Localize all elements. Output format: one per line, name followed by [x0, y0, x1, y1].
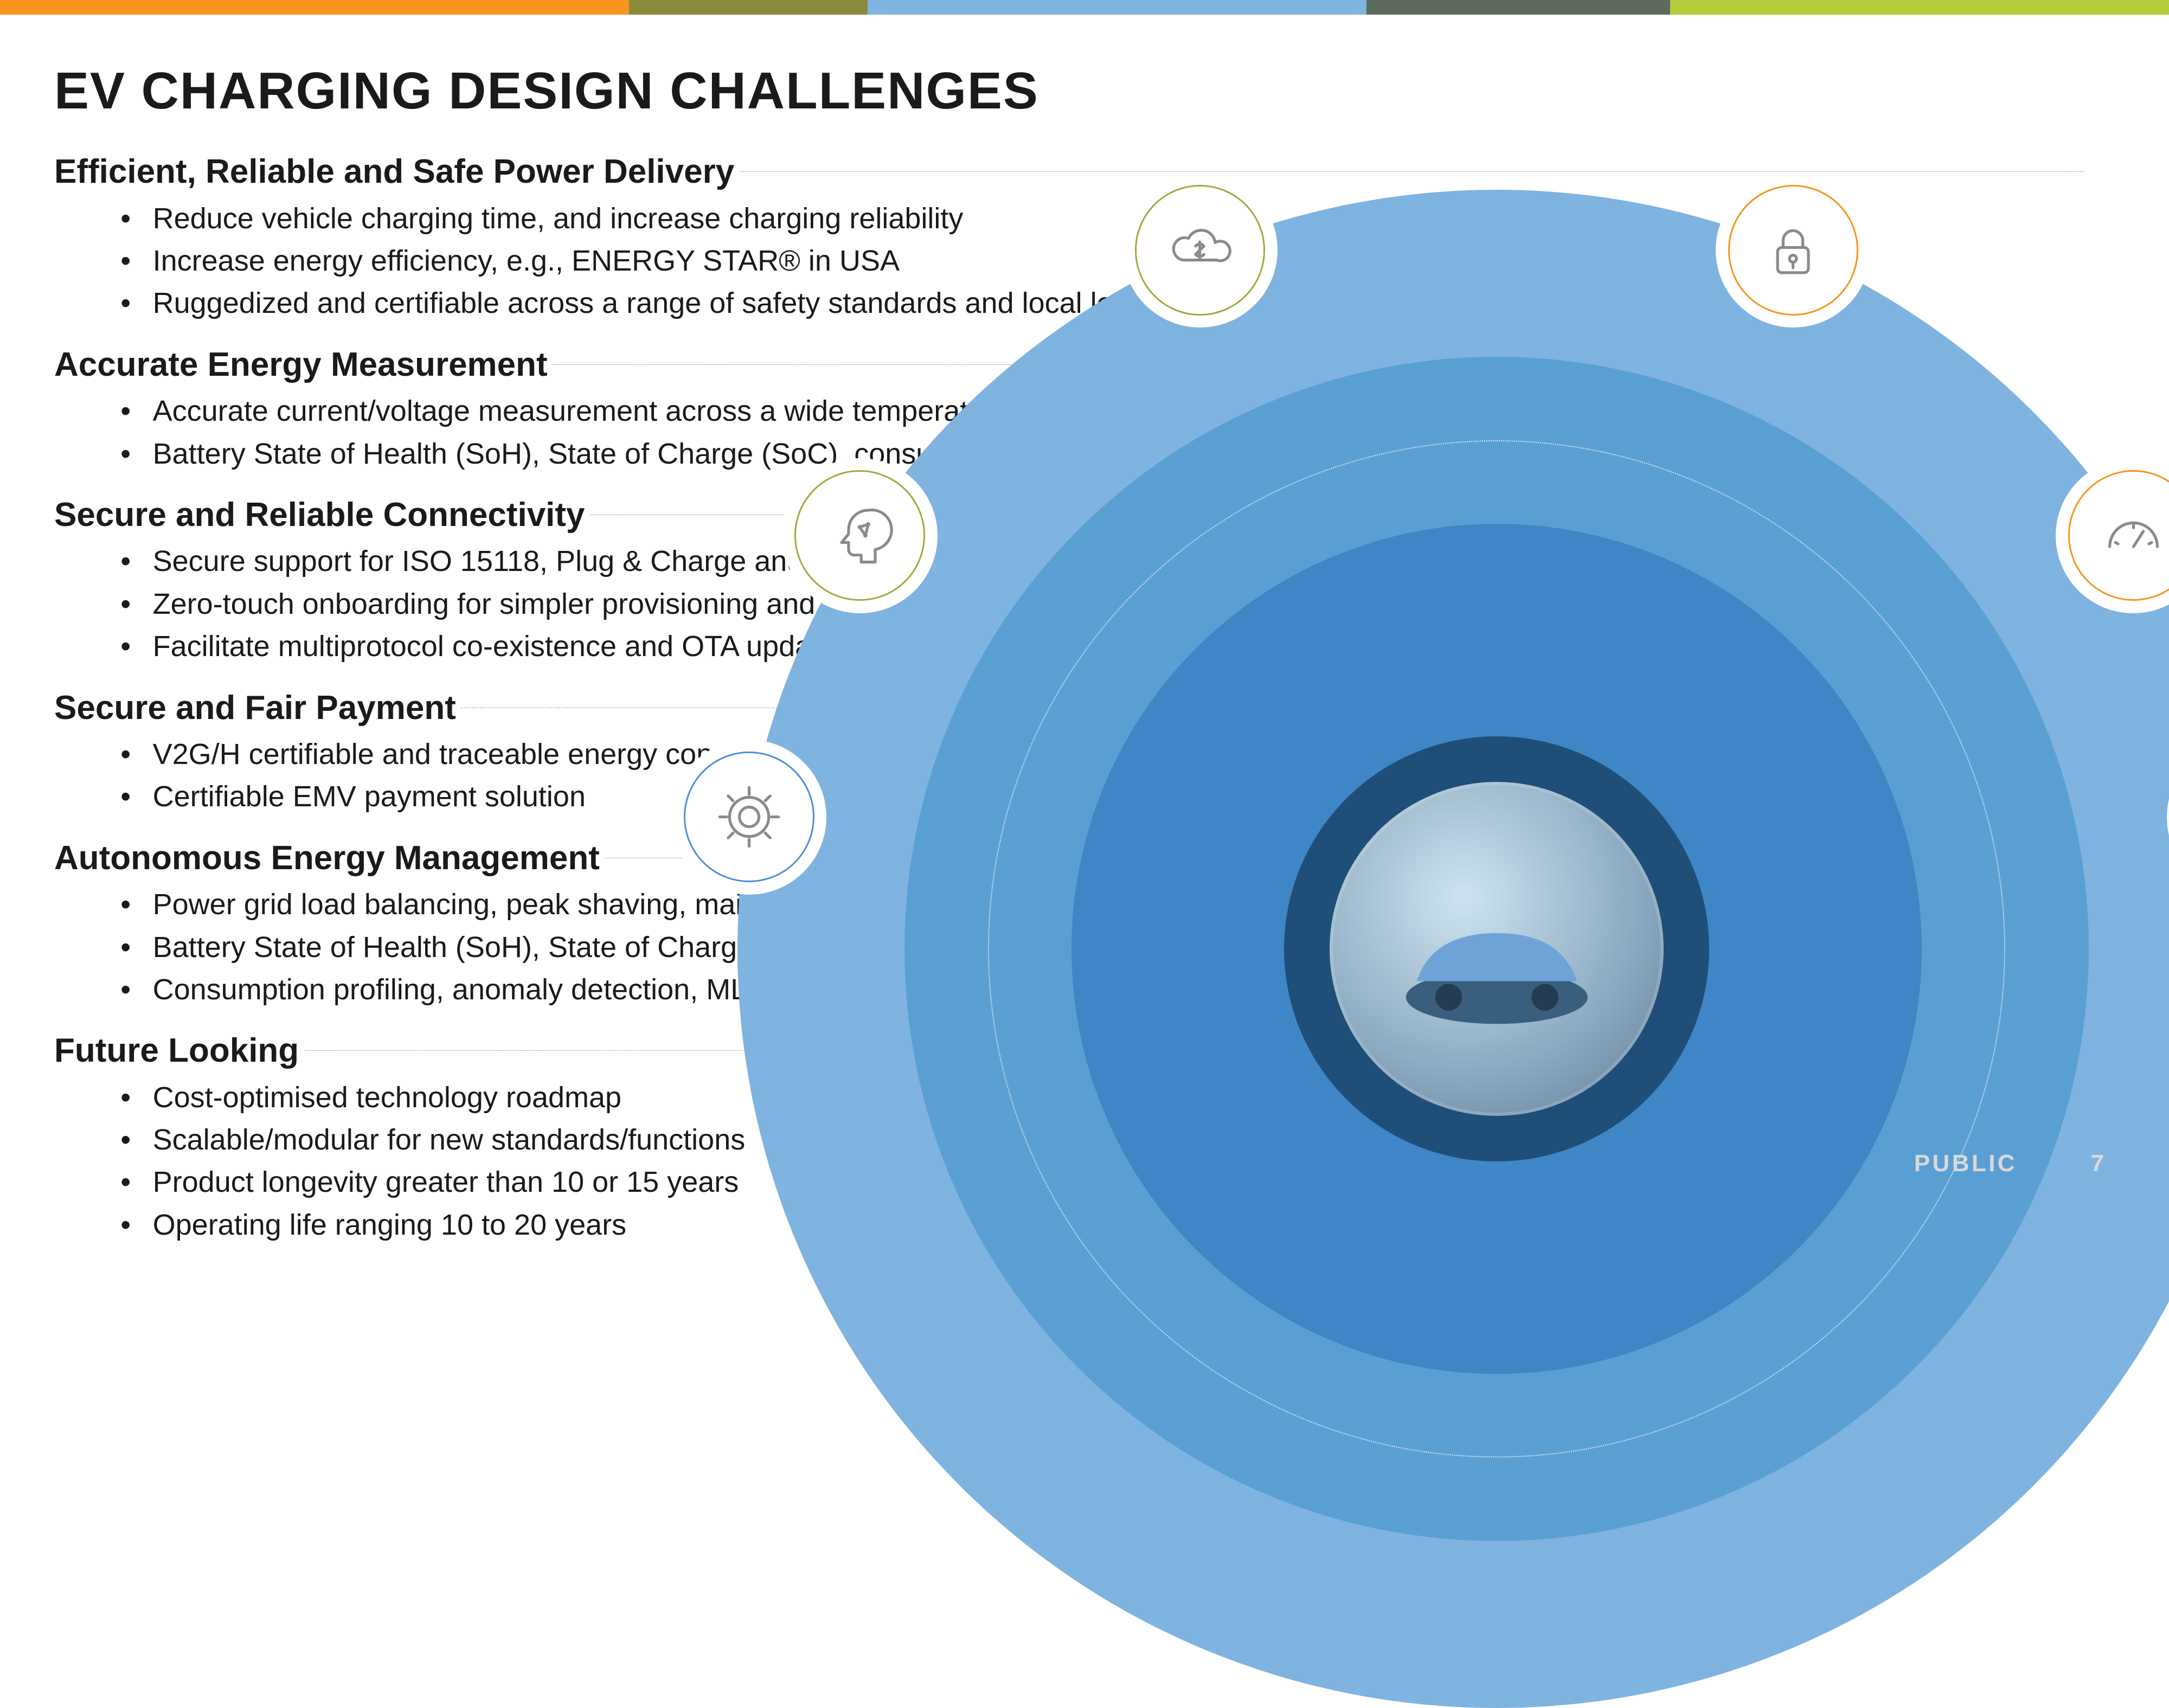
section-heading-row: Secure and Reliable Connectivity — [54, 496, 2126, 534]
page-title: EV CHARGING DESIGN CHALLENGES — [54, 61, 1039, 121]
footer-public-label: PUBLIC — [1914, 1150, 2017, 1177]
section-heading: Efficient, Reliable and Safe Power Deliv… — [54, 152, 734, 191]
bullet-item: Secure support for ISO 15118, Plug & Cha… — [120, 540, 2126, 582]
topbar-segment — [0, 0, 629, 15]
slide: EV CHARGING DESIGN CHALLENGES Efficient,… — [0, 0, 2169, 1220]
connector-dash — [740, 171, 2084, 172]
bullet-item: Scalable/modular for new standards/funct… — [120, 1119, 2126, 1161]
bullet-list: Cost-optimised technology roadmapScalabl… — [54, 1076, 2126, 1246]
topbar-segment — [1670, 0, 2169, 15]
section-heading: Future Looking — [54, 1031, 299, 1070]
connector-dash — [553, 364, 1898, 365]
bullet-item: Increase energy efficiency, e.g., ENERGY… — [120, 240, 2126, 282]
bullet-item: Power grid load balancing, peak shaving,… — [120, 883, 2126, 926]
bullet-item: V2G/H certifiable and traceable energy c… — [120, 733, 2126, 775]
section: Accurate Energy Measurement Accurate curr… — [54, 345, 2126, 475]
topbar-segment — [868, 0, 1366, 15]
section: Efficient, Reliable and Safe Power Deliv… — [54, 152, 2126, 324]
section: Secure and Fair Payment V2G/H certifiable… — [54, 689, 2126, 818]
connector-dash — [304, 1050, 842, 1051]
section-heading-row: Autonomous Energy Management — [54, 839, 2126, 877]
bullet-list: Secure support for ISO 15118, Plug & Cha… — [54, 540, 2126, 667]
bullet-item: Battery State of Health (SoH), State of … — [120, 926, 2126, 968]
section-heading: Autonomous Energy Management — [54, 839, 600, 877]
section-heading: Accurate Energy Measurement — [54, 345, 548, 384]
bullet-item: Consumption profiling, anomaly detection… — [120, 968, 2126, 1011]
bullet-item: Operating life ranging 10 to 20 years — [120, 1204, 2126, 1246]
topbar-segment — [1366, 0, 1670, 15]
bullet-item: Accurate current/voltage measurement acr… — [120, 390, 2126, 432]
bullet-item: Zero-touch onboarding for simpler provis… — [120, 583, 2126, 625]
footer-page-number: 7 — [2091, 1150, 2104, 1177]
bullet-item: Cost-optimised technology roadmap — [120, 1076, 2126, 1119]
bullet-item: Facilitate multiprotocol co-existence an… — [120, 625, 2126, 667]
bullet-item: Product longevity greater than 10 or 15 … — [120, 1161, 2126, 1203]
section-heading: Secure and Reliable Connectivity — [54, 496, 585, 534]
section: Future Looking Cost-optimised technology … — [54, 1031, 2126, 1246]
bullet-item: Ruggedized and certifiable across a rang… — [120, 282, 2126, 324]
section-heading-row: Future Looking — [54, 1031, 2126, 1070]
section-heading-row: Secure and Fair Payment — [54, 689, 2126, 727]
section-heading-row: Accurate Energy Measurement — [54, 345, 2126, 384]
bullet-list: V2G/H certifiable and traceable energy c… — [54, 733, 2126, 818]
section: Secure and Reliable Connectivity Secure s… — [54, 496, 2126, 667]
section-heading-row: Efficient, Reliable and Safe Power Deliv… — [54, 152, 2126, 191]
top-color-bar — [0, 0, 2169, 15]
topbar-segment — [629, 0, 868, 15]
content-area: Efficient, Reliable and Safe Power Deliv… — [54, 152, 2126, 1267]
bullet-list: Accurate current/voltage measurement acr… — [54, 390, 2126, 475]
section-heading: Secure and Fair Payment — [54, 689, 456, 727]
bullet-item: Battery State of Health (SoH), State of … — [120, 433, 2126, 475]
bullet-list: Reduce vehicle charging time, and increa… — [54, 197, 2126, 325]
bullet-list: Power grid load balancing, peak shaving,… — [54, 883, 2126, 1011]
section: Autonomous Energy Management Power grid l… — [54, 839, 2126, 1011]
bullet-item: Certifiable EMV payment solution — [120, 775, 2126, 818]
bullet-item: Reduce vehicle charging time, and increa… — [120, 197, 2126, 240]
